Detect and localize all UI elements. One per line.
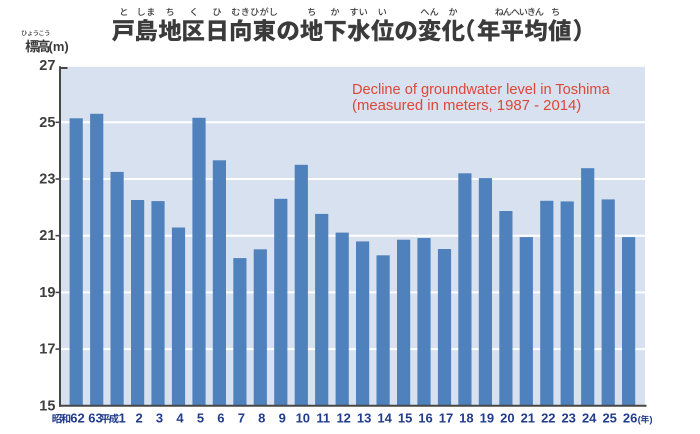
svg-text:5: 5 — [197, 410, 204, 425]
svg-text:25: 25 — [39, 115, 55, 131]
svg-text:12: 12 — [336, 410, 350, 425]
svg-text:): ) — [649, 414, 652, 425]
svg-text:20: 20 — [500, 410, 514, 425]
svg-text:15: 15 — [398, 410, 412, 425]
svg-text:17: 17 — [39, 342, 55, 358]
svg-text:25: 25 — [602, 410, 616, 425]
svg-text:6: 6 — [217, 410, 224, 425]
svg-text:21: 21 — [39, 228, 55, 244]
svg-text:9: 9 — [279, 410, 286, 425]
svg-text:4: 4 — [176, 410, 184, 425]
svg-text:3: 3 — [156, 410, 163, 425]
svg-text:15: 15 — [39, 398, 55, 414]
svg-text:(: ( — [638, 414, 642, 425]
svg-text:11: 11 — [316, 410, 330, 425]
svg-text:21: 21 — [521, 410, 535, 425]
svg-text:18: 18 — [459, 410, 473, 425]
svg-text:8: 8 — [258, 410, 265, 425]
svg-text:10: 10 — [296, 410, 310, 425]
svg-text:(measured in meters, 1987 - 20: (measured in meters, 1987 - 2014) — [352, 98, 581, 114]
svg-text:14: 14 — [377, 410, 392, 425]
svg-text:23: 23 — [39, 172, 55, 188]
svg-text:Decline of groundwater level i: Decline of groundwater level in Toshima — [352, 82, 611, 98]
svg-text:2: 2 — [135, 410, 142, 425]
svg-text:26: 26 — [623, 410, 637, 425]
svg-text:13: 13 — [357, 410, 371, 425]
svg-text:22: 22 — [541, 410, 555, 425]
svg-text:27: 27 — [39, 58, 55, 74]
svg-text:23: 23 — [561, 410, 575, 425]
svg-text:63: 63 — [88, 410, 102, 425]
svg-text:1: 1 — [119, 410, 126, 425]
svg-text:16: 16 — [418, 410, 432, 425]
svg-text:17: 17 — [439, 410, 453, 425]
svg-text:19: 19 — [480, 410, 494, 425]
svg-text:19: 19 — [39, 285, 55, 301]
svg-text:62: 62 — [70, 410, 84, 425]
svg-text:24: 24 — [582, 410, 597, 425]
svg-text:7: 7 — [238, 410, 245, 425]
svg-text:(m): (m) — [49, 39, 69, 54]
